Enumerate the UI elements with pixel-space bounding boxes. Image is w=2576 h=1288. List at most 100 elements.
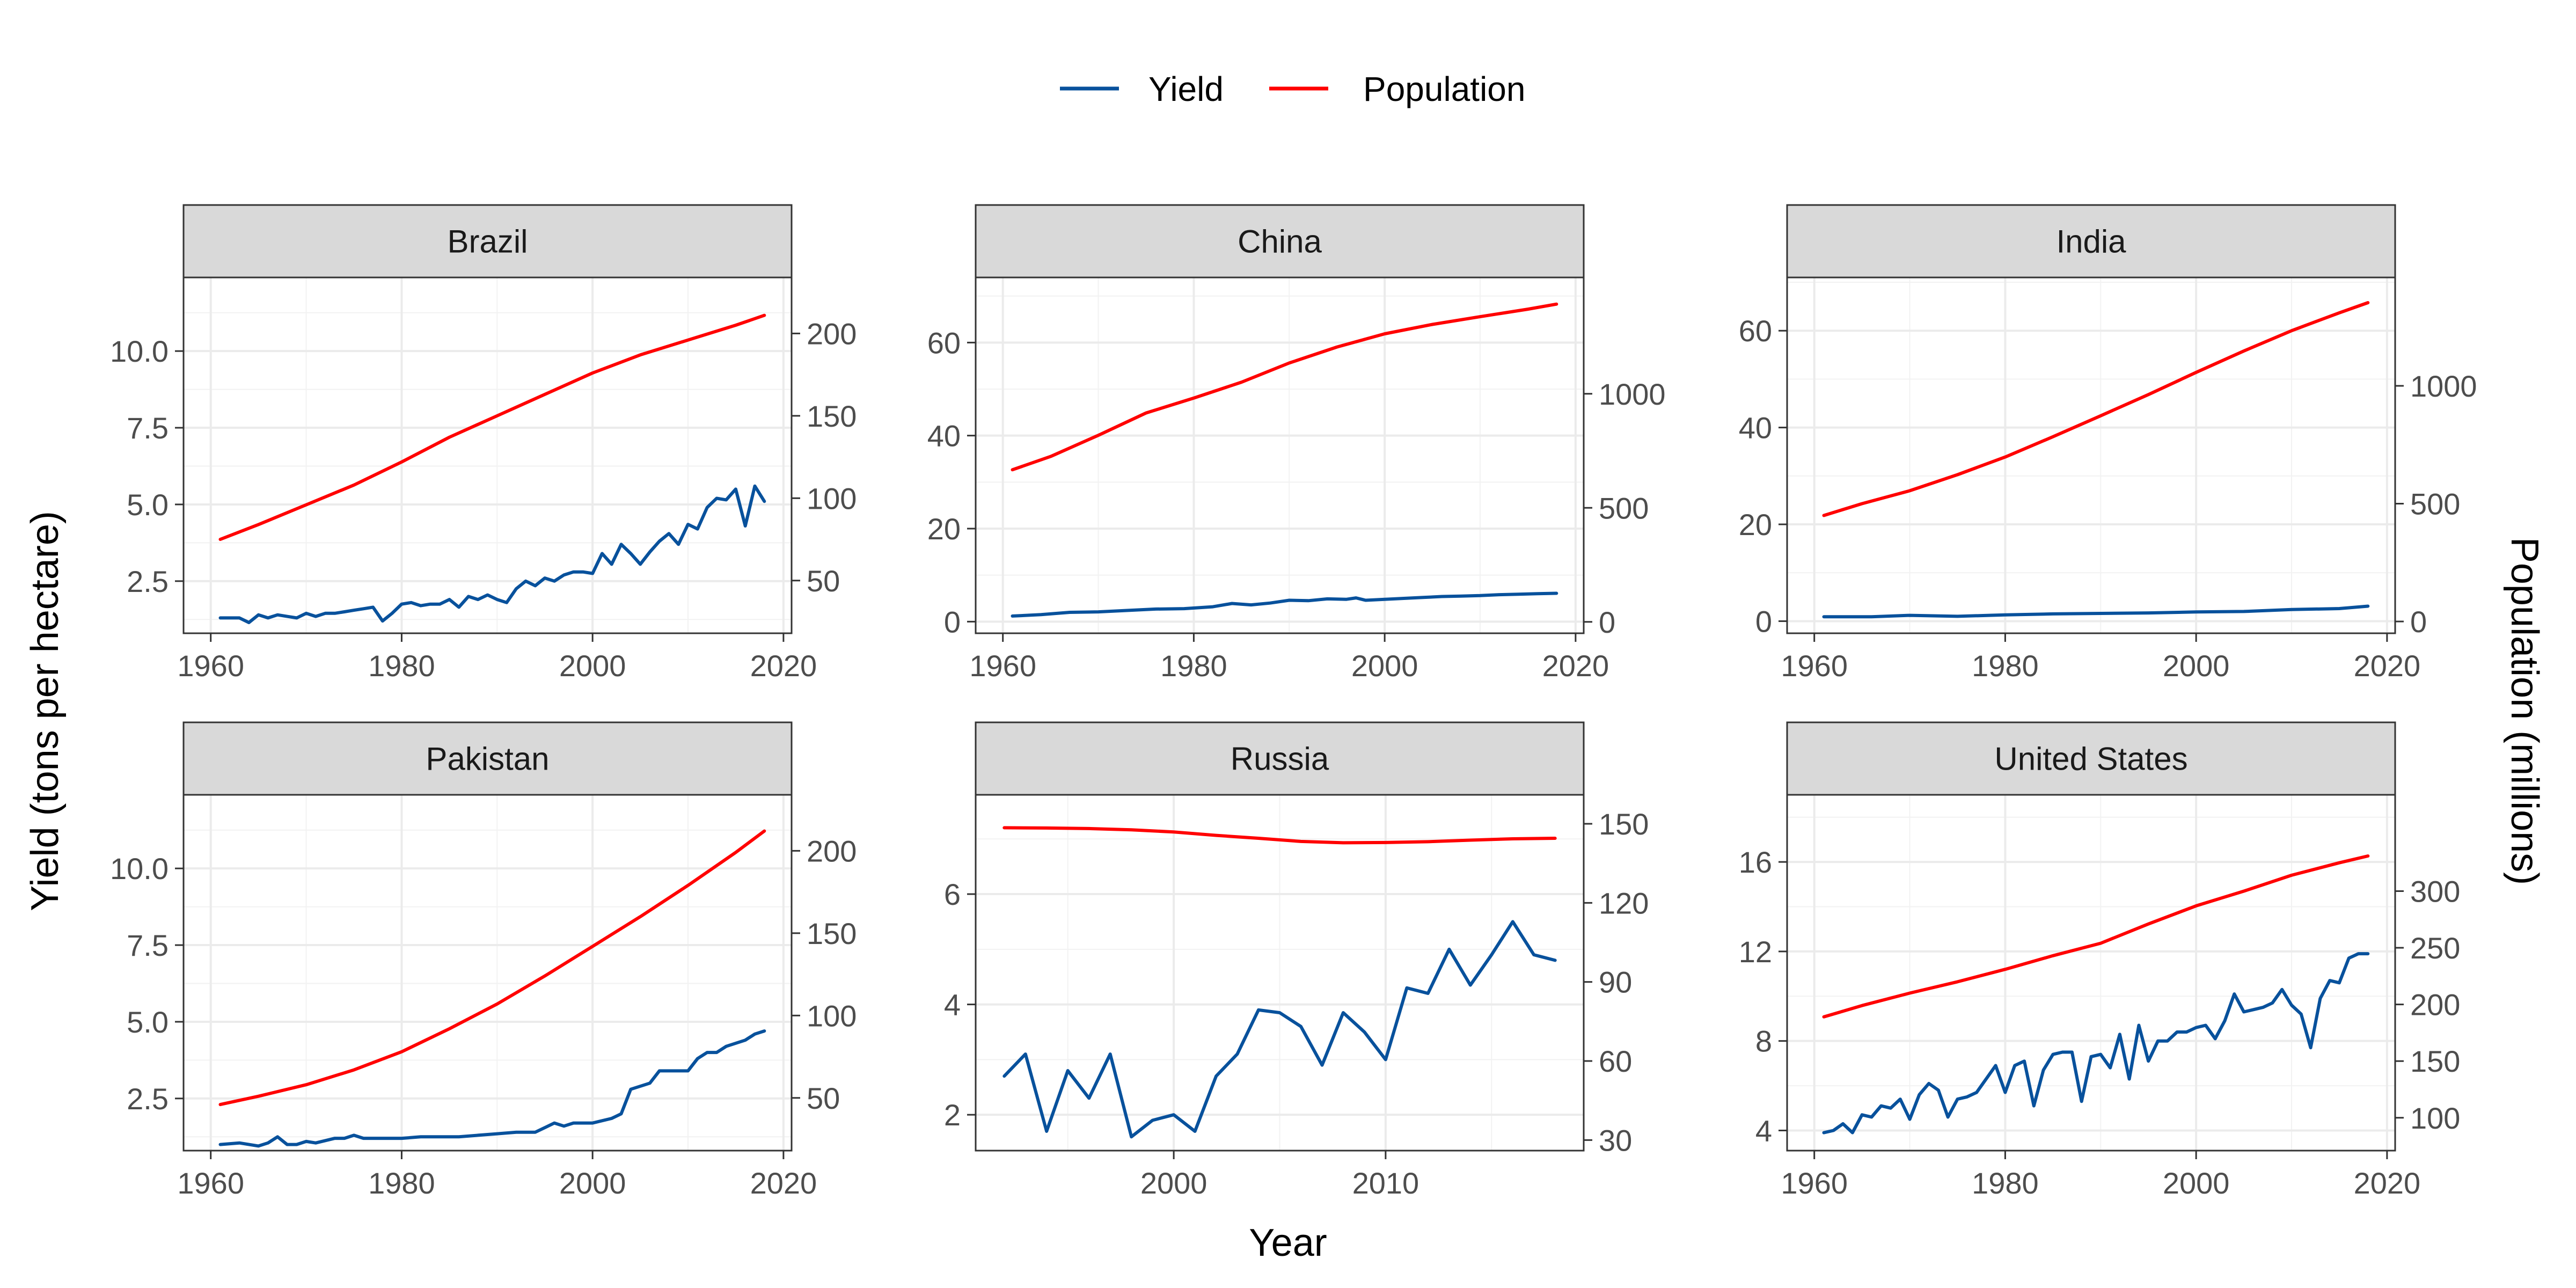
strip-united-states (1786, 721, 2396, 796)
y2-tick-label: 120 (1599, 886, 1649, 920)
strip-label-russia: Russia (1231, 741, 1329, 777)
panel-india: India 1960 1980 2000 2020 0 20 40 60 0 500 1000 (1739, 204, 2477, 683)
panel-brazil: Brazil 1960 1980 2000 2020 2.5 5.0 7.5 10.0 50 100… (110, 204, 857, 683)
y2-tick-label: 150 (807, 917, 857, 950)
strip-label-china: China (1238, 224, 1322, 260)
series-line-yield-russia (1002, 920, 1557, 1139)
x-tick-label: 2020 (1542, 649, 1609, 683)
x-tick-label: 1980 (1972, 649, 2039, 683)
strip-label-brazil: Brazil (447, 224, 528, 260)
y-tick-label: 60 (1739, 314, 1772, 348)
series-line-yield-pakistan (218, 1029, 766, 1148)
y2-tick-label: 0 (1599, 605, 1615, 639)
x-tick-label: 2010 (1352, 1166, 1419, 1200)
y2-tick-label: 200 (2410, 988, 2460, 1022)
legend-label-yield: Yield (1148, 70, 1224, 108)
y-tick-label: 4 (944, 988, 961, 1022)
y-tick-label: 5.0 (127, 488, 169, 522)
legend: Yield Population (1060, 70, 1525, 108)
series-line-yield-india (1822, 604, 2370, 619)
x-tick-label: 1960 (969, 649, 1036, 683)
y2-tick-label: 150 (1599, 807, 1649, 841)
y-tick-label: 10.0 (110, 334, 169, 368)
x-tick-label: 1960 (177, 649, 244, 683)
strip-label-india: India (2056, 224, 2126, 260)
series-line-population-russia (1002, 826, 1557, 845)
strip-label-pakistan: Pakistan (426, 741, 549, 777)
x-tick-label: 2020 (750, 1166, 817, 1200)
x-tick-label: 1980 (1160, 649, 1227, 683)
y-tick-label: 4 (1755, 1114, 1772, 1147)
series-line-yield-china (1011, 591, 1558, 618)
series-line-population-china (1011, 302, 1558, 472)
panel-russia: Russia 2000 2010 2 4 6 30 60 90 120 150 (944, 721, 1649, 1200)
panel-background (976, 277, 1584, 633)
panel-pakistan: Pakistan 1960 1980 2000 2020 2.5 5.0 7.5 10.0 50 1… (110, 721, 857, 1200)
y-tick-label: 2.5 (127, 565, 169, 598)
strip-pakistan (182, 721, 793, 796)
panel-border (1786, 794, 2396, 1152)
x-tick-label: 1980 (1972, 1166, 2039, 1200)
x-tick-label: 2020 (2354, 649, 2421, 683)
panel-border (182, 276, 793, 634)
y2-tick-label: 1000 (2410, 369, 2477, 403)
panel-border (1786, 276, 2396, 634)
y-tick-label: 2.5 (127, 1082, 169, 1116)
y-left-axis-title: Yield (tons per hectare) (24, 511, 67, 911)
y-tick-label: 0 (1755, 604, 1772, 638)
strip-label-united-states: United States (1994, 741, 2187, 777)
panel-china: China 1960 1980 2000 2020 0 20 40 60 0 500 1000 (927, 204, 1666, 683)
x-tick-label: 2020 (750, 649, 817, 683)
panel-background (1787, 795, 2395, 1151)
y2-tick-label: 60 (1599, 1044, 1632, 1078)
y2-tick-label: 1000 (1599, 377, 1666, 411)
y-tick-label: 20 (927, 512, 961, 546)
y-tick-label: 7.5 (127, 928, 169, 962)
y2-tick-label: 50 (807, 564, 840, 598)
series-line-yield-brazil (218, 484, 766, 624)
x-tick-label: 1980 (368, 1166, 435, 1200)
y2-tick-label: 100 (807, 481, 857, 515)
y-tick-label: 0 (944, 605, 961, 639)
y2-tick-label: 150 (807, 399, 857, 433)
panel-background (184, 277, 792, 633)
panel-background (1787, 277, 2395, 633)
y-tick-label: 40 (927, 419, 961, 453)
x-tick-label: 1980 (368, 649, 435, 683)
series-line-population-united-states (1822, 854, 2370, 1019)
y-right-axis-title: Population (millions) (2503, 537, 2546, 885)
y2-tick-label: 50 (807, 1081, 840, 1115)
y-tick-label: 6 (944, 877, 961, 911)
series-line-population-brazil (218, 313, 766, 541)
x-tick-label: 2000 (559, 649, 626, 683)
y2-tick-label: 0 (2410, 605, 2427, 639)
x-tick-label: 2000 (2163, 1166, 2230, 1200)
panel-border (975, 794, 1585, 1152)
y-tick-label: 5.0 (127, 1005, 169, 1039)
strip-india (1786, 204, 2396, 279)
y-tick-label: 2 (944, 1098, 961, 1132)
x-tick-label: 2000 (2163, 649, 2230, 683)
panel-background (184, 795, 792, 1151)
y2-tick-label: 200 (807, 317, 857, 350)
panel-united-states: United States 1960 1980 2000 2020 4 8 12 16 100 15… (1739, 721, 2460, 1200)
y2-tick-label: 100 (2410, 1101, 2460, 1135)
panel-border (975, 276, 1585, 634)
y-tick-label: 16 (1739, 845, 1772, 879)
x-tick-label: 1960 (177, 1166, 244, 1200)
x-tick-label: 1960 (1781, 649, 1848, 683)
y-tick-label: 20 (1739, 508, 1772, 541)
y2-tick-label: 500 (1599, 491, 1649, 525)
y2-tick-label: 100 (807, 999, 857, 1033)
legend-label-population: Population (1363, 70, 1525, 108)
x-tick-label: 2000 (1351, 649, 1418, 683)
y-tick-label: 12 (1739, 935, 1772, 969)
y-tick-label: 8 (1755, 1024, 1772, 1058)
strip-brazil (182, 204, 793, 279)
x-tick-label: 1960 (1781, 1166, 1848, 1200)
y2-tick-label: 90 (1599, 965, 1632, 999)
strip-russia (975, 721, 1585, 796)
x-axis-title: Year (1249, 1221, 1327, 1264)
strip-china (975, 204, 1585, 279)
